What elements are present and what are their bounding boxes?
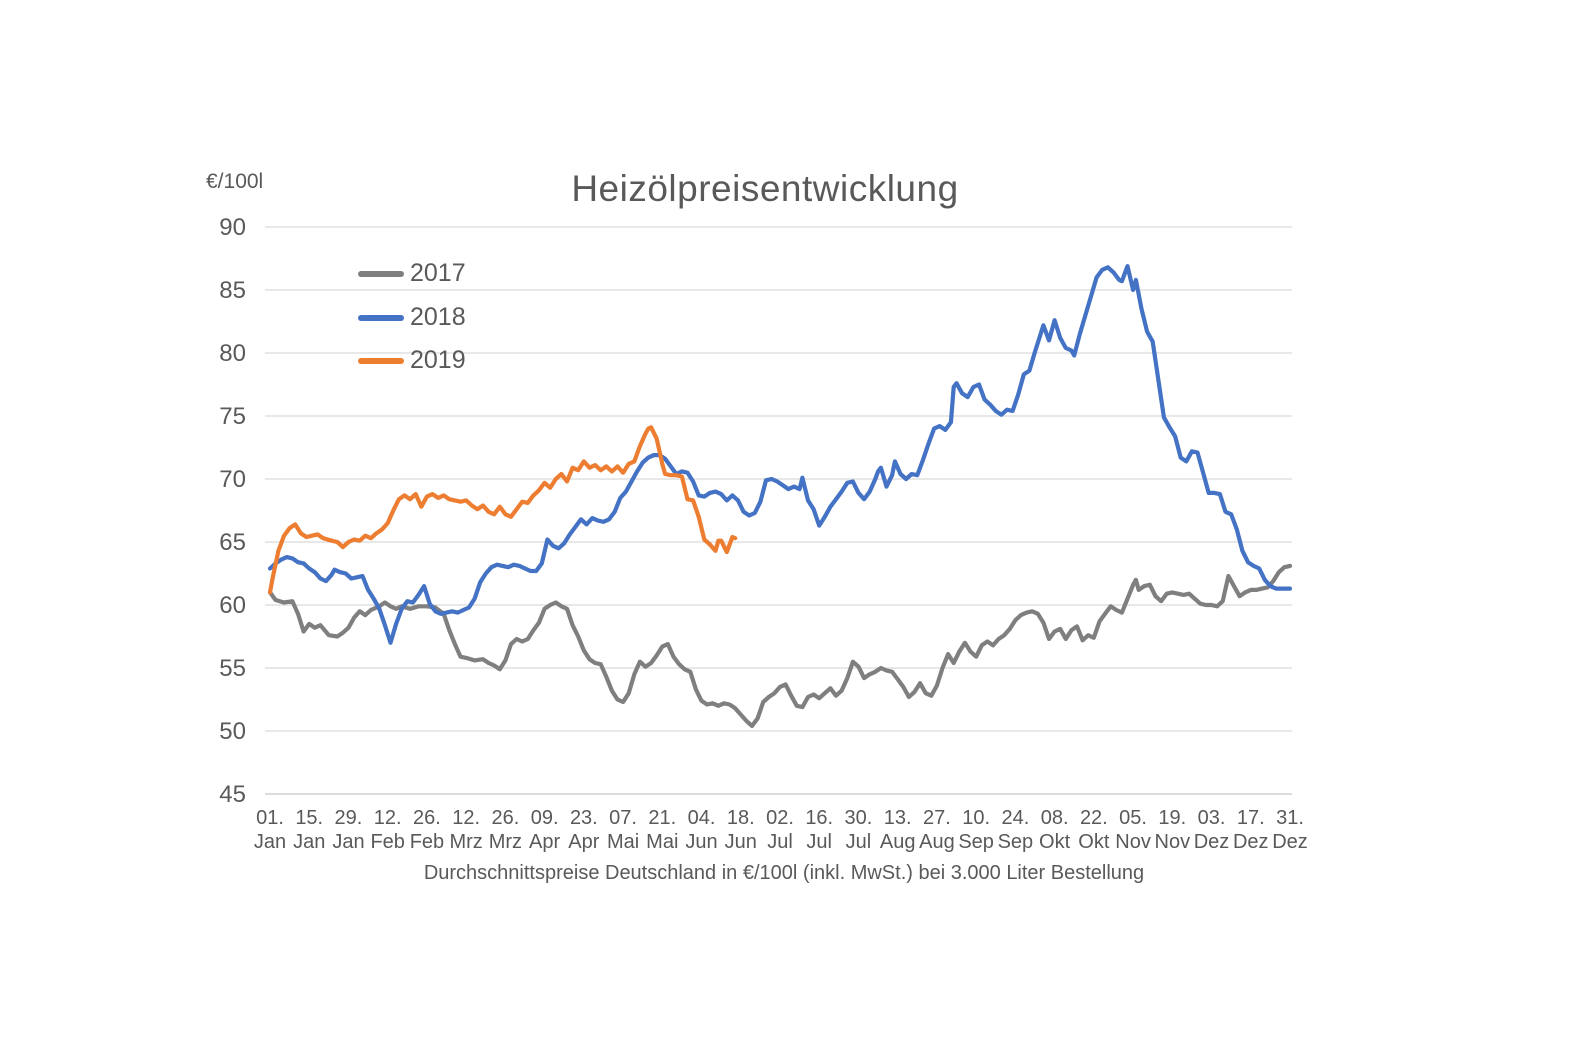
x-tick-label-07.Mai: 07. Mai (606, 807, 640, 853)
legend-item-2017: 2017 (358, 252, 466, 295)
legend-swatch-2017-icon (358, 270, 404, 277)
x-tick-label-12.Feb: 12. Feb (370, 807, 405, 853)
y-tick-label-65: 65 (219, 529, 246, 556)
x-tick-label-01.Jan: 01. Jan (253, 807, 287, 853)
x-tick-label-09.Apr: 09. Apr (529, 807, 561, 853)
y-tick-label-45: 45 (219, 781, 246, 808)
x-tick-label-30.Jul: 30. Jul (844, 807, 873, 853)
x-tick-label-08.Okt: 08. Okt (1039, 807, 1071, 853)
legend-item-2018: 2018 (358, 296, 466, 339)
y-tick-label-70: 70 (219, 466, 246, 493)
x-tick-label-12.Mrz: 12. Mrz (449, 807, 483, 853)
chart-title: Heizölpreisentwicklung (571, 168, 959, 209)
chart-caption: Durchschnittspreise Deutschland in €/100… (423, 862, 1145, 884)
x-tick-label-21.Mai: 21. Mai (646, 807, 679, 853)
x-tick-label-05.Nov: 05. Nov (1115, 807, 1151, 853)
x-tick-label-04.Jun: 04. Jun (685, 807, 718, 853)
y-tick-label-75: 75 (219, 403, 246, 430)
series-line-2018 (267, 264, 1293, 645)
y-tick-label-60: 60 (219, 592, 246, 619)
x-tick-label-26.Mrz: 26. Mrz (488, 807, 523, 853)
x-tick-label-10.Sep: 10. Sep (958, 807, 994, 853)
x-tick-label-03.Dez: 03. Dez (1193, 807, 1230, 853)
x-tick-label-15.Jan: 15. Jan (293, 807, 326, 853)
y-tick-label-85: 85 (219, 277, 246, 304)
series-line-2017 (267, 563, 1293, 729)
y-tick-label-50: 50 (219, 718, 246, 745)
x-tick-label-26.Feb: 26. Feb (409, 807, 445, 853)
y-tick-label-55: 55 (219, 655, 246, 682)
legend-swatch-2019-icon (358, 357, 404, 364)
legend-swatch-2018-icon (358, 314, 404, 321)
x-tick-label-19.Nov: 19. Nov (1154, 807, 1191, 853)
x-tick-label-23.Apr: 23. Apr (568, 807, 600, 853)
x-tick-label-27.Aug: 27. Aug (919, 807, 955, 853)
legend-label-2017: 2017 (410, 259, 466, 287)
x-tick-label-22.Okt: 22. Okt (1078, 807, 1110, 853)
x-tick-label-24.Sep: 24. Sep (997, 807, 1034, 853)
x-tick-label-13.Aug: 13. Aug (879, 807, 916, 853)
y-tick-label-80: 80 (219, 340, 246, 367)
x-tick-label-29.Jan: 29. Jan (332, 807, 365, 853)
x-tick-label-31.Dez: 31. Dez (1272, 807, 1308, 853)
y-axis-unit-label: €/100l (206, 170, 264, 193)
series-line-2019 (267, 425, 738, 595)
legend-item-2019: 2019 (358, 339, 466, 382)
legend-label-2019: 2019 (410, 346, 466, 374)
x-tick-label-16.Jul: 16. Jul (805, 807, 834, 853)
x-tick-label-18.Jun: 18. Jun (724, 807, 757, 853)
legend-label-2018: 2018 (410, 303, 466, 331)
y-tick-label-90: 90 (219, 214, 246, 241)
x-tick-label-02.Jul: 02. Jul (766, 807, 794, 853)
x-tick-label-17.Dez: 17. Dez (1232, 807, 1269, 853)
